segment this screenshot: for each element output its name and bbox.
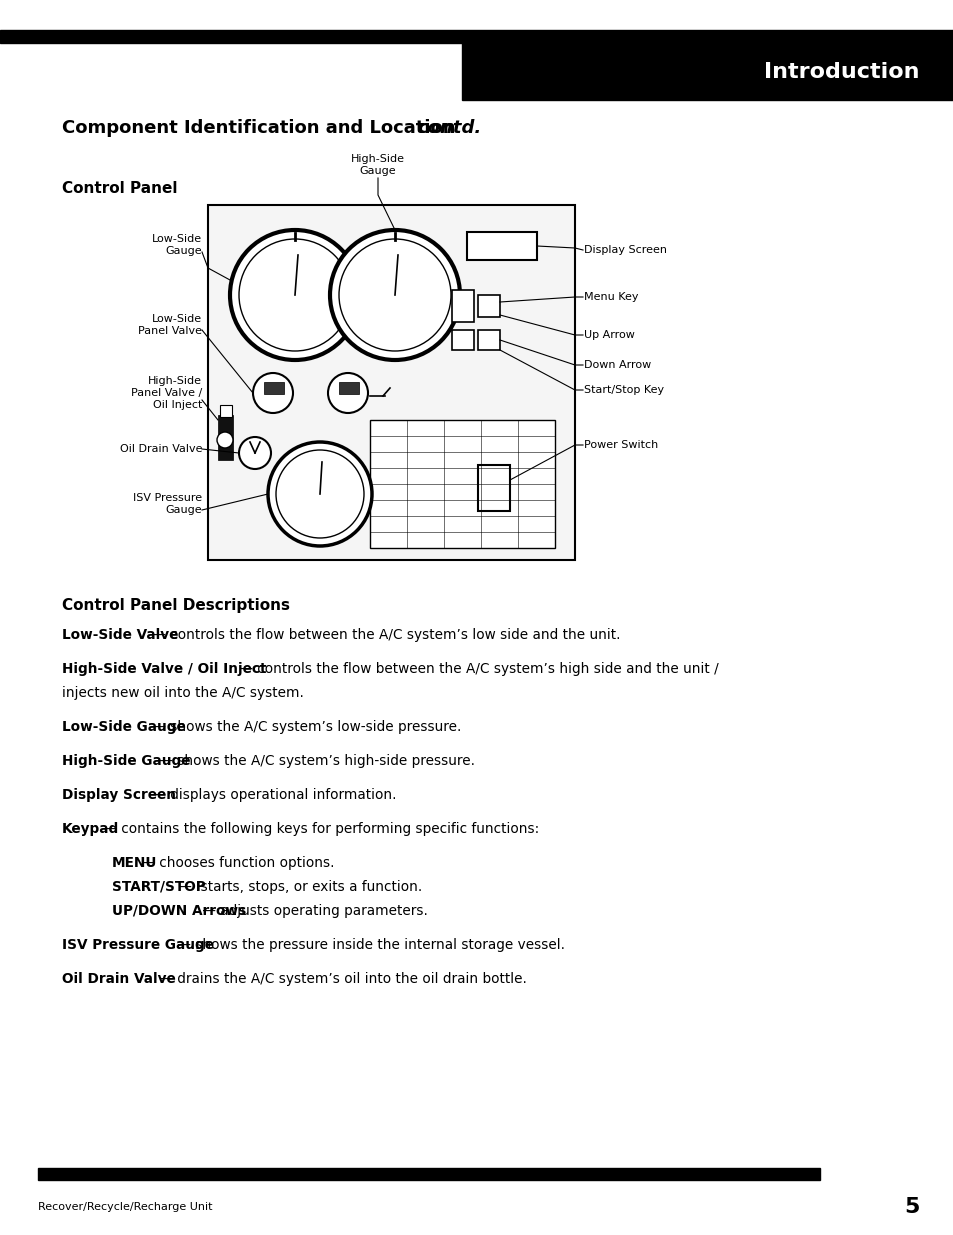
Circle shape bbox=[275, 450, 364, 538]
Circle shape bbox=[239, 437, 271, 469]
Circle shape bbox=[268, 442, 372, 546]
Bar bbox=[0, 30, 953, 43]
Circle shape bbox=[330, 230, 459, 359]
Text: Low-Side
Panel Valve: Low-Side Panel Valve bbox=[138, 314, 202, 336]
Text: ISV Pressure Gauge: ISV Pressure Gauge bbox=[62, 939, 213, 952]
Text: Keypad: Keypad bbox=[62, 823, 119, 836]
Text: Component Identification and Location: Component Identification and Location bbox=[62, 119, 461, 137]
Bar bbox=[452, 330, 474, 350]
Circle shape bbox=[230, 230, 359, 359]
Circle shape bbox=[328, 373, 368, 412]
Text: — drains the A/C system’s oil into the oil drain bottle.: — drains the A/C system’s oil into the o… bbox=[154, 972, 526, 986]
Bar bbox=[208, 205, 575, 559]
Circle shape bbox=[239, 240, 351, 351]
Text: Up Arrow: Up Arrow bbox=[583, 330, 634, 340]
Circle shape bbox=[216, 432, 233, 448]
Bar bbox=[220, 405, 232, 417]
Text: ISV Pressure
Gauge: ISV Pressure Gauge bbox=[132, 493, 202, 515]
Bar bbox=[370, 420, 555, 548]
Circle shape bbox=[338, 240, 451, 351]
Bar bbox=[461, 43, 953, 100]
Bar bbox=[264, 382, 284, 394]
Bar bbox=[477, 295, 499, 317]
Text: High-Side Gauge: High-Side Gauge bbox=[62, 755, 191, 768]
Text: — shows the pressure inside the internal storage vessel.: — shows the pressure inside the internal… bbox=[172, 939, 564, 952]
Text: START/STOP: START/STOP bbox=[112, 881, 206, 894]
Text: Control Panel: Control Panel bbox=[62, 180, 177, 195]
Text: MENU: MENU bbox=[112, 856, 157, 869]
Text: High-Side Valve / Oil Inject: High-Side Valve / Oil Inject bbox=[62, 662, 266, 676]
Text: Oil Drain Valve: Oil Drain Valve bbox=[62, 972, 175, 986]
Text: contd.: contd. bbox=[416, 119, 480, 137]
Bar bbox=[477, 330, 499, 350]
Text: Recover/Recycle/Recharge Unit: Recover/Recycle/Recharge Unit bbox=[38, 1202, 213, 1212]
Text: UP/DOWN Arrows: UP/DOWN Arrows bbox=[112, 904, 246, 918]
Text: Display Screen: Display Screen bbox=[583, 245, 666, 254]
Text: Oil Drain Valve: Oil Drain Valve bbox=[119, 445, 202, 454]
Bar bbox=[452, 290, 474, 322]
Text: — shows the A/C system’s high-side pressure.: — shows the A/C system’s high-side press… bbox=[154, 755, 474, 768]
Text: injects new oil into the A/C system.: injects new oil into the A/C system. bbox=[62, 685, 304, 700]
Text: Down Arrow: Down Arrow bbox=[583, 359, 651, 370]
Text: High-Side
Panel Valve /
Oil Inject: High-Side Panel Valve / Oil Inject bbox=[131, 377, 202, 410]
Text: — contains the following keys for performing specific functions:: — contains the following keys for perfor… bbox=[99, 823, 538, 836]
Text: — controls the flow between the A/C system’s low side and the unit.: — controls the flow between the A/C syst… bbox=[149, 629, 620, 642]
Bar bbox=[218, 415, 233, 459]
Bar bbox=[467, 232, 537, 261]
Bar bbox=[477, 466, 510, 511]
Text: Start/Stop Key: Start/Stop Key bbox=[583, 385, 663, 395]
Text: Power Switch: Power Switch bbox=[583, 440, 658, 450]
Bar bbox=[338, 382, 358, 394]
Text: — shows the A/C system’s low-side pressure.: — shows the A/C system’s low-side pressu… bbox=[149, 720, 461, 734]
Text: Low-Side Valve: Low-Side Valve bbox=[62, 629, 178, 642]
Text: — chooses function options.: — chooses function options. bbox=[136, 856, 334, 869]
Text: Menu Key: Menu Key bbox=[583, 291, 638, 303]
Text: Low-Side Gauge: Low-Side Gauge bbox=[62, 720, 186, 734]
Circle shape bbox=[253, 373, 293, 412]
Text: — displays operational information.: — displays operational information. bbox=[149, 788, 396, 802]
Text: — adjusts operating parameters.: — adjusts operating parameters. bbox=[198, 904, 428, 918]
Text: —  starts, stops, or exits a function.: — starts, stops, or exits a function. bbox=[173, 881, 421, 894]
Bar bbox=[38, 1168, 820, 1179]
Text: Low-Side
Gauge: Low-Side Gauge bbox=[152, 235, 202, 256]
Text: 5: 5 bbox=[903, 1197, 919, 1216]
Text: — controls the flow between the A/C system’s high side and the unit /: — controls the flow between the A/C syst… bbox=[234, 662, 718, 676]
Text: High-Side
Gauge: High-Side Gauge bbox=[351, 154, 405, 175]
Text: Control Panel Descriptions: Control Panel Descriptions bbox=[62, 598, 290, 613]
Text: Display Screen: Display Screen bbox=[62, 788, 175, 802]
Text: Introduction: Introduction bbox=[763, 62, 919, 82]
